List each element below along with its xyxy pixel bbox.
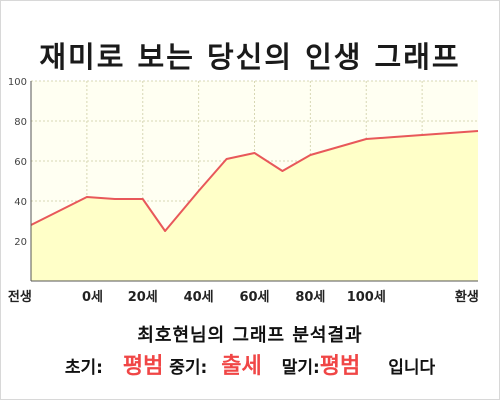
x-tick-label: 100세 <box>347 290 386 305</box>
middle-label: 중기: <box>169 358 208 378</box>
result-suffix: 입니다 <box>388 358 436 378</box>
x-tick-label: 전생 <box>8 289 32 305</box>
area-fill <box>31 131 478 281</box>
series-line <box>30 130 479 232</box>
late-value: 평범 <box>319 354 361 379</box>
y-tick-label: 40 <box>14 197 27 208</box>
x-tick-label: 0세 <box>82 290 103 305</box>
early-label: 초기: <box>64 358 103 378</box>
y-tick-label: 80 <box>14 117 27 128</box>
y-tick-label: 20 <box>14 237 27 248</box>
late-label: 말기: <box>281 358 320 378</box>
early-value: 평범 <box>122 354 164 379</box>
x-tick-label: 20세 <box>128 290 158 305</box>
x-tick-label: 60세 <box>239 290 269 305</box>
x-tick-label: 80세 <box>295 290 325 305</box>
y-tick-label: 60 <box>14 157 27 168</box>
chart-title: 재미로 보는 당신의 인생 그래프 <box>39 40 461 74</box>
analysis-result: 초기: 평범 중기: 출세 말기:평범 입니다 <box>0 348 500 380</box>
y-tick-label: 100 <box>8 77 27 88</box>
x-tick-label: 환생 <box>455 289 479 305</box>
analysis-title: 최호현님의 그래프 분석결과 <box>137 325 363 346</box>
x-tick-label: 40세 <box>184 290 214 305</box>
middle-value: 출세 <box>221 354 262 379</box>
